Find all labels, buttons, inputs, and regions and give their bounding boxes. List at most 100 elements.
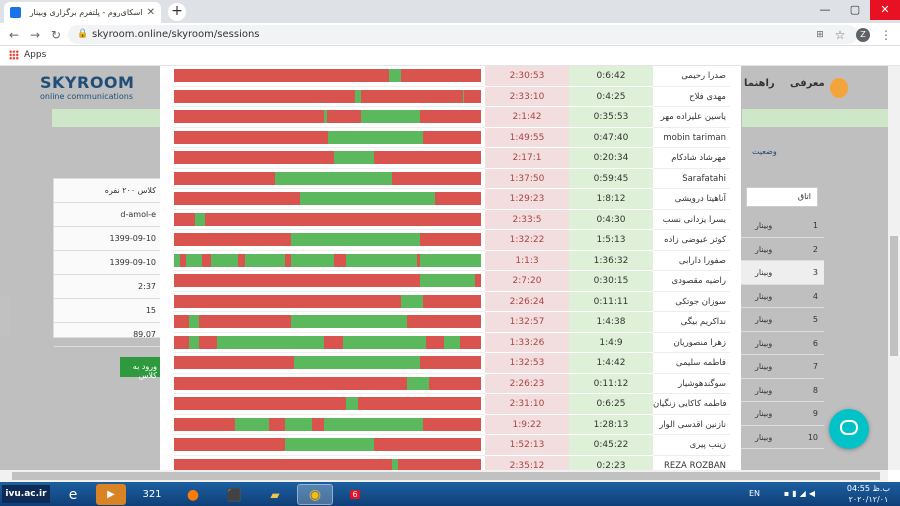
minimize-icon[interactable]: — xyxy=(819,3,831,16)
url-field[interactable]: 🔒 skyroom.online/skyroom/sessions xyxy=(68,25,858,44)
chrome-icon[interactable]: ◉ xyxy=(297,484,333,505)
forward-icon[interactable]: → xyxy=(29,28,41,42)
room-row[interactable]: وبینار 2 xyxy=(741,238,824,261)
horizontal-scrollbar[interactable] xyxy=(0,470,888,482)
pdf-reader-icon[interactable]: ⬛ xyxy=(226,487,242,502)
browser-tab[interactable]: اسکای‌روم - پلتفرم برگزاری وبینار ✕ xyxy=(4,2,161,23)
vertical-scrollbar[interactable] xyxy=(888,66,900,470)
new-tab-button[interactable]: + xyxy=(168,3,186,21)
room-name: وبینار xyxy=(755,362,773,371)
room-row[interactable]: وبینار 9 xyxy=(741,402,824,426)
report-link[interactable]: وضعیت xyxy=(752,147,777,156)
present-segment xyxy=(444,335,460,349)
room-row[interactable]: وبینار 10 xyxy=(741,426,824,449)
timeline-cell xyxy=(173,374,485,394)
room-number: 3 xyxy=(812,268,818,277)
room-row[interactable]: وبینار 1 xyxy=(741,214,824,238)
present-segment xyxy=(324,110,328,124)
firefox-icon[interactable]: ● xyxy=(186,486,200,503)
language-indicator[interactable]: EN xyxy=(748,489,760,498)
page-left-scrollbar[interactable] xyxy=(0,296,10,336)
attendance-timeline-bar xyxy=(174,294,481,308)
close-tab-icon[interactable]: ✕ xyxy=(146,7,155,18)
present-segment xyxy=(401,294,423,308)
present-segment xyxy=(284,417,313,431)
menu-icon[interactable]: ⋮ xyxy=(880,28,892,42)
nav-link-intro[interactable]: معرفی xyxy=(790,78,825,89)
timeline-cell xyxy=(173,128,485,148)
logo-title: SKYROOM xyxy=(40,73,135,92)
participant-name: مهرشاد شادکام xyxy=(653,148,730,169)
clock[interactable]: 04:55 ب.ظ ۲۰۲۰/۱۲/۰۱ xyxy=(847,483,890,505)
tab-title: اسکای‌روم - پلتفرم برگزاری وبینار xyxy=(29,8,143,17)
timeline-cell xyxy=(173,189,485,210)
participant-name: یاسین علیزاده مهر xyxy=(653,107,730,128)
present-segment xyxy=(462,89,465,103)
close-window-icon[interactable]: ✕ xyxy=(870,0,900,20)
room-row[interactable]: وبینار 4 xyxy=(741,285,824,308)
present-duration: 0:6:42 xyxy=(569,66,653,87)
profile-avatar[interactable]: Z xyxy=(856,28,870,42)
room-search-input[interactable]: اتاق xyxy=(746,187,818,207)
info-cell: 1399-09-10 xyxy=(54,251,160,275)
star-icon[interactable]: ☆ xyxy=(834,28,846,42)
translate-icon[interactable]: ⊞ xyxy=(816,30,824,40)
calendar-icon[interactable]: 321 xyxy=(142,489,162,500)
participant-name: REZA ROZBAN xyxy=(653,456,730,471)
media-player-icon[interactable]: ▶ xyxy=(96,484,126,505)
notice-bar-left xyxy=(52,109,160,127)
horizontal-scroll-thumb[interactable] xyxy=(12,472,880,480)
attendance-timeline-bar xyxy=(174,335,481,349)
nav-link-help[interactable]: راهنما xyxy=(744,78,775,89)
timeline-cell xyxy=(173,435,485,456)
attendance-timeline-bar xyxy=(174,315,481,329)
apps-bookmark[interactable]: Apps xyxy=(9,50,46,60)
tray-icons[interactable]: ▪▮◢◀ xyxy=(783,489,818,498)
back-icon[interactable]: ← xyxy=(8,28,20,42)
ie-icon[interactable]: e xyxy=(68,486,78,503)
absent-duration: 2:26:23 xyxy=(485,373,569,394)
info-cell: 89.07 xyxy=(54,323,160,347)
present-duration: 0:59:45 xyxy=(569,168,653,189)
page-viewport: SKYROOM online communications معرفی راهن… xyxy=(0,66,888,470)
absent-duration: 1:52:13 xyxy=(485,435,569,456)
present-segment xyxy=(361,110,420,124)
maximize-icon[interactable]: ▢ xyxy=(849,3,861,16)
timeline-cell xyxy=(173,415,485,435)
room-row[interactable]: وبینار 8 xyxy=(741,379,824,402)
present-segment xyxy=(333,151,374,165)
present-duration: 0:47:40 xyxy=(569,127,653,148)
url-text: skyroom.online/skyroom/sessions xyxy=(92,29,260,40)
room-row[interactable]: وبینار 5 xyxy=(741,308,824,332)
absent-duration: 2:17:1 xyxy=(485,148,569,169)
present-duration: 0:6:25 xyxy=(569,394,653,415)
room-row[interactable]: وبینار 6 xyxy=(741,332,824,355)
present-segment xyxy=(284,438,374,452)
room-number: 8 xyxy=(812,385,818,395)
timeline-cell xyxy=(173,292,485,312)
enter-class-button[interactable]: ورود به کلاس xyxy=(120,357,160,380)
absent-duration: 1:33:26 xyxy=(485,332,569,353)
support-chat-button[interactable] xyxy=(829,409,869,449)
room-name: وبینار xyxy=(755,409,773,418)
attendance-row: 1:33:26 1:4:9 زهرا منصوریان xyxy=(173,332,730,353)
mail-app-icon[interactable]: 6 xyxy=(340,484,370,505)
present-segment xyxy=(342,335,426,349)
skyroom-favicon-icon xyxy=(10,7,21,18)
timeline-cell xyxy=(173,210,485,230)
attendance-row: 1:37:50 0:59:45 Sarafatahi xyxy=(173,168,730,189)
room-row[interactable]: وبینار 3 xyxy=(741,261,824,285)
present-duration: 1:4:38 xyxy=(569,312,653,333)
vertical-scroll-thumb[interactable] xyxy=(890,236,898,356)
attendance-row: 1:52:13 0:45:22 زینب پیری xyxy=(173,435,730,456)
present-segment xyxy=(419,274,475,288)
user-avatar[interactable] xyxy=(830,78,848,98)
present-segment xyxy=(189,335,199,349)
room-row[interactable]: وبینار 7 xyxy=(741,355,824,379)
file-explorer-icon[interactable]: ▰ xyxy=(270,487,280,502)
present-segment xyxy=(391,458,399,470)
present-segment xyxy=(189,315,199,329)
attendance-row: 1:49:55 0:47:40 mobin tariman xyxy=(173,127,730,148)
reload-icon[interactable]: ↻ xyxy=(50,28,62,42)
info-cell: d-amol-e xyxy=(54,203,160,227)
